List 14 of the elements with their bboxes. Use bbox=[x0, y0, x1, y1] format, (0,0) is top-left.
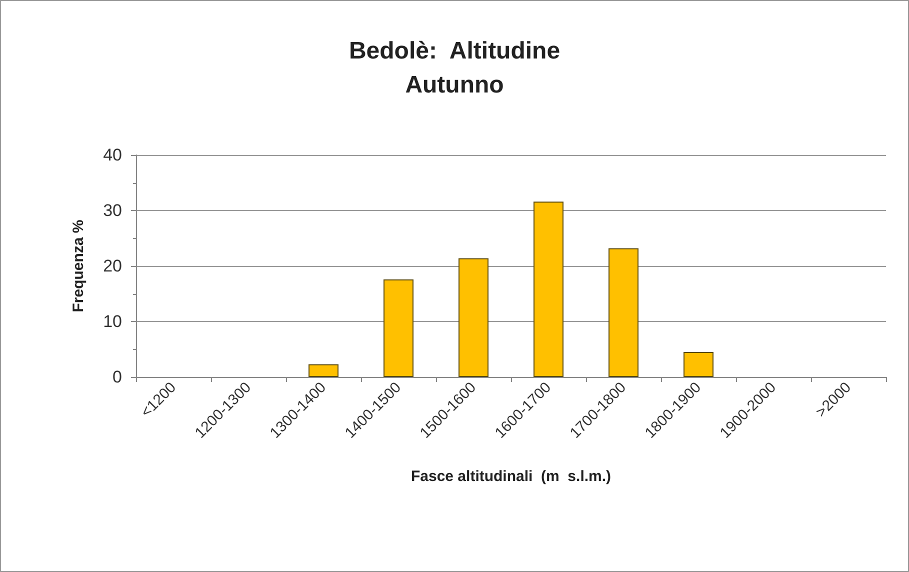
bar bbox=[534, 202, 564, 377]
chart-title: Bedolè: Altitudine Autunno bbox=[348, 38, 560, 98]
bar bbox=[608, 248, 638, 377]
y-tick-label: 10 bbox=[103, 312, 122, 331]
x-axis-title: Fasce altitudinali (m s.l.m.) bbox=[410, 468, 612, 485]
y-tick-label: 0 bbox=[112, 368, 122, 386]
y-axis-title: Frequenza % bbox=[70, 220, 87, 312]
bar bbox=[308, 364, 338, 377]
y-tick-label: 20 bbox=[103, 256, 122, 276]
y-tick-label: 40 bbox=[103, 146, 122, 164]
bar bbox=[458, 258, 488, 377]
y-tick-label: 30 bbox=[103, 201, 122, 220]
bar bbox=[684, 352, 714, 377]
bar bbox=[384, 279, 414, 377]
